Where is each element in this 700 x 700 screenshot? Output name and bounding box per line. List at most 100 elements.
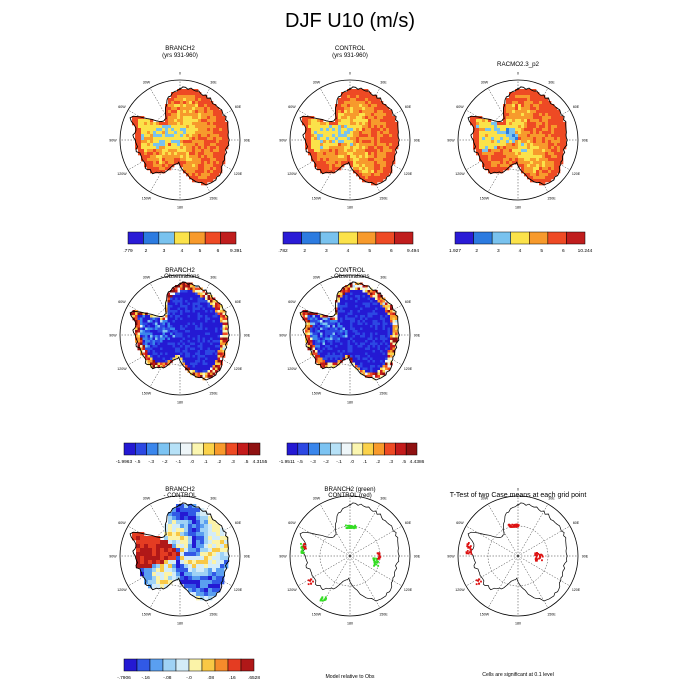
field-cell bbox=[491, 125, 495, 129]
field-cell bbox=[160, 347, 163, 351]
field-cell bbox=[210, 310, 213, 313]
field-cell bbox=[392, 310, 396, 313]
field-cell bbox=[372, 345, 376, 348]
field-cell bbox=[479, 131, 483, 135]
field-cell bbox=[355, 337, 358, 341]
field-cell bbox=[180, 345, 183, 348]
field-cell bbox=[356, 131, 360, 135]
field-cell bbox=[185, 292, 188, 296]
field-cell bbox=[350, 122, 354, 126]
field-cell bbox=[157, 347, 161, 351]
field-cell bbox=[360, 367, 363, 371]
field-cell bbox=[356, 110, 360, 114]
field-cell bbox=[189, 173, 193, 177]
field-cell bbox=[536, 146, 540, 150]
longitude-label: 150E bbox=[209, 197, 218, 201]
field-cell bbox=[165, 355, 168, 358]
field-cell bbox=[342, 355, 346, 358]
field-cell bbox=[168, 576, 173, 581]
field-cell bbox=[332, 325, 336, 328]
field-cell bbox=[539, 95, 543, 99]
field-cell bbox=[362, 320, 366, 323]
field-cell bbox=[172, 536, 177, 541]
field-cell bbox=[200, 572, 205, 577]
field-cell bbox=[350, 360, 353, 363]
field-cell bbox=[197, 297, 201, 301]
field-cell bbox=[168, 520, 173, 525]
field-cell bbox=[350, 295, 353, 298]
field-cell bbox=[533, 98, 537, 102]
field-cell bbox=[195, 134, 199, 138]
field-cell bbox=[198, 179, 202, 183]
field-cell bbox=[171, 101, 175, 105]
field-cell bbox=[320, 332, 323, 336]
field-cell bbox=[172, 340, 176, 343]
field-cell bbox=[371, 155, 375, 159]
significance-cell bbox=[373, 561, 376, 564]
field-cell bbox=[362, 365, 366, 368]
field-cell bbox=[147, 335, 151, 338]
field-cell bbox=[389, 110, 393, 114]
field-cell bbox=[187, 285, 191, 288]
field-cell bbox=[380, 342, 383, 346]
significance-cell bbox=[302, 551, 305, 554]
field-cell bbox=[213, 161, 217, 165]
field-cell bbox=[155, 350, 158, 353]
field-cell bbox=[536, 116, 540, 120]
field-cell bbox=[202, 327, 206, 331]
field-cell bbox=[395, 128, 399, 132]
field-cell bbox=[315, 335, 318, 338]
field-cell bbox=[184, 536, 189, 541]
field-cell bbox=[136, 532, 141, 537]
field-cell bbox=[323, 146, 327, 150]
field-cell bbox=[152, 345, 156, 348]
field-cell bbox=[527, 146, 531, 150]
field-cell bbox=[365, 134, 369, 138]
field-cell bbox=[515, 158, 519, 162]
field-cell bbox=[205, 305, 208, 308]
field-cell bbox=[197, 337, 201, 341]
field-cell bbox=[554, 110, 558, 114]
field-cell bbox=[197, 307, 201, 311]
field-cell bbox=[350, 95, 354, 99]
field-cell bbox=[190, 347, 193, 351]
field-cell bbox=[347, 290, 351, 293]
field-cell bbox=[350, 340, 353, 343]
field-cell bbox=[165, 305, 168, 308]
longitude-label: 180 bbox=[347, 622, 353, 626]
significance-cell bbox=[305, 547, 307, 550]
field-cell bbox=[147, 350, 151, 353]
field-cell bbox=[162, 170, 166, 174]
field-cell bbox=[215, 307, 218, 311]
field-cell bbox=[180, 576, 185, 581]
field-cell bbox=[533, 122, 537, 126]
field-cell bbox=[192, 330, 196, 333]
field-cell bbox=[157, 330, 161, 333]
field-cell bbox=[210, 176, 214, 180]
field-cell bbox=[527, 173, 531, 177]
field-cell bbox=[215, 340, 218, 343]
field-cell bbox=[201, 104, 205, 108]
field-cell bbox=[347, 325, 351, 328]
field-cell bbox=[172, 290, 176, 293]
field-cell bbox=[162, 317, 166, 321]
field-cell bbox=[165, 158, 169, 162]
field-cell bbox=[377, 315, 381, 318]
field-cell bbox=[554, 173, 558, 177]
field-cell bbox=[216, 155, 220, 159]
field-cell bbox=[320, 347, 323, 351]
field-cell bbox=[368, 131, 372, 135]
field-cell bbox=[153, 149, 157, 153]
field-cell bbox=[488, 158, 492, 162]
field-cell bbox=[524, 164, 528, 168]
field-cell bbox=[202, 357, 206, 361]
field-cell bbox=[533, 134, 537, 138]
field-cell bbox=[365, 327, 368, 331]
field-cell bbox=[332, 360, 336, 363]
field-cell bbox=[210, 158, 214, 162]
field-cell bbox=[352, 297, 356, 301]
field-cell bbox=[368, 155, 372, 159]
field-cell bbox=[395, 137, 399, 141]
field-cell bbox=[323, 161, 327, 165]
field-cell bbox=[172, 292, 176, 296]
